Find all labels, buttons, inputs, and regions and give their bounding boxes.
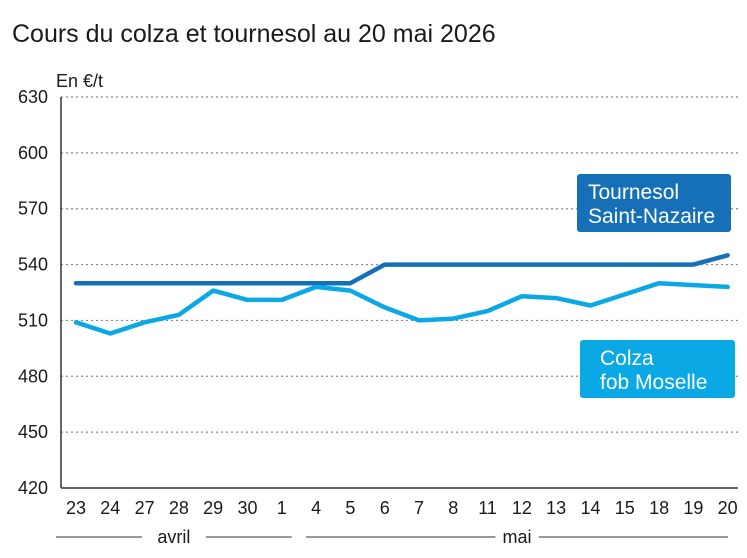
legend-tournesol-box (577, 174, 731, 232)
month-label: avril (157, 527, 190, 547)
x-tick-label: 28 (169, 498, 189, 518)
x-tick-label: 4 (311, 498, 321, 518)
x-tick-label: 11 (478, 498, 497, 518)
x-tick-label: 18 (649, 498, 669, 518)
chart-title: Cours du colza et tournesol au 20 mai 20… (12, 20, 496, 48)
series-line-tournesol (73, 253, 730, 286)
legend-colza-line2: fob Moselle (600, 371, 707, 394)
month-label: mai (503, 527, 532, 547)
x-tick-label: 24 (100, 498, 120, 518)
y-tick-label: 600 (18, 143, 48, 163)
y-axis-unit-label: En €/t (56, 71, 103, 91)
x-tick-label: 29 (203, 498, 223, 518)
legend-tournesol-line1: Tournesol (588, 181, 679, 204)
series-line-colza (73, 280, 730, 336)
x-tick-label: 30 (237, 498, 257, 518)
y-tick-label: 510 (18, 310, 48, 330)
legend-tournesol: Tournesol Saint-Nazaire (577, 174, 731, 232)
x-tick-label: 27 (135, 498, 155, 518)
legend-colza: Colza fob Moselle (580, 340, 735, 398)
x-tick-label: 23 (66, 498, 86, 518)
y-tick-label: 450 (18, 422, 48, 442)
x-tick-label: 14 (580, 498, 600, 518)
legend-colza-box (580, 340, 735, 398)
legend-colza-line1: Colza (600, 347, 654, 370)
y-tick-label: 570 (18, 199, 48, 219)
y-tick-label: 480 (18, 366, 48, 386)
series-lines (73, 253, 730, 336)
x-tick-label: 8 (448, 498, 458, 518)
legend-tournesol-line2: Saint-Nazaire (588, 205, 715, 228)
x-tick-label: 13 (546, 498, 566, 518)
y-tick-label: 630 (18, 87, 48, 107)
x-tick-label: 19 (683, 498, 703, 518)
month-groups: avril mai (56, 527, 728, 547)
x-tick-label: 5 (345, 498, 355, 518)
y-tick-label: 420 (18, 478, 48, 498)
x-tick-label: 12 (512, 498, 532, 518)
x-tick-label: 7 (414, 498, 424, 518)
y-tick-label: 540 (18, 255, 48, 275)
x-tick-label: 1 (277, 498, 287, 518)
x-tick-label: 15 (615, 498, 635, 518)
y-axis-ticks: 420 450 480 510 540 570 600 630 (18, 87, 48, 498)
x-tick-label: 6 (380, 498, 390, 518)
x-tick-label: 20 (718, 498, 738, 518)
x-axis-ticks: 23 24 27 28 29 30 1 4 5 6 7 8 11 12 13 14 15 18 19 20 (66, 498, 738, 518)
